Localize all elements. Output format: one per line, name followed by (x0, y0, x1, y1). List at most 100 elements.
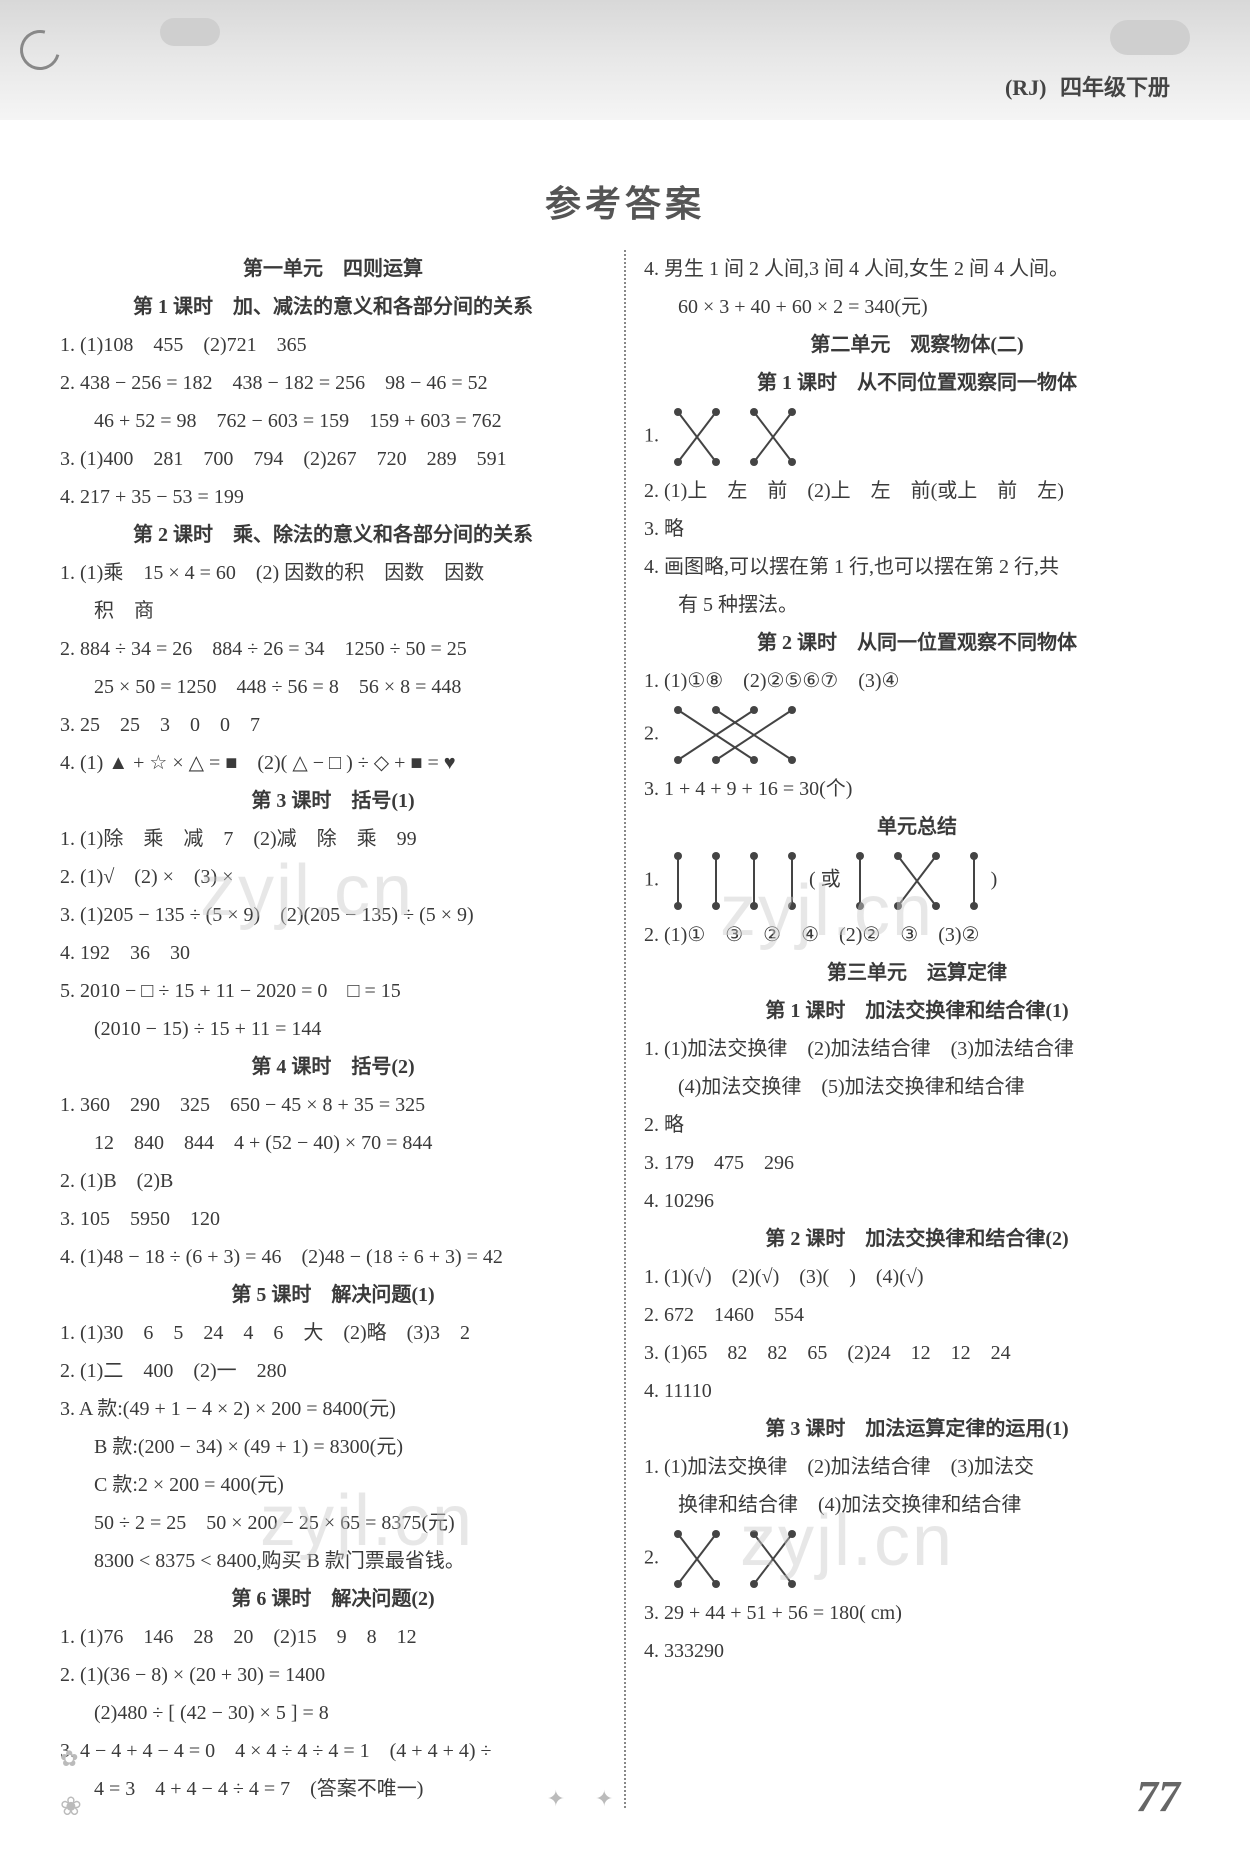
answer-line: 2. 672 1460 554 (644, 1296, 1190, 1334)
answer-line: 50 ÷ 2 = 25 50 × 200 − 25 × 65 = 8375(元) (60, 1504, 606, 1542)
answer-line: 3. (1)65 82 82 65 (2)24 12 12 24 (644, 1334, 1190, 1372)
matching-diagram (664, 402, 804, 472)
answer-line: 3. 略 (644, 510, 1190, 548)
page-header: (RJ) 四年级下册 (0, 0, 1250, 120)
answer-line: 2. (1)二 400 (2)一 280 (60, 1352, 606, 1390)
lesson-title: 第 2 课时 从同一位置观察不同物体 (644, 624, 1190, 662)
answer-line: 3. (1)400 281 700 794 (2)267 720 289 591 (60, 440, 606, 478)
answer-line: 3. A 款:(49 + 1 − 4 × 2) × 200 = 8400(元) (60, 1390, 606, 1428)
lesson-title: 第 1 课时 加、减法的意义和各部分间的关系 (60, 288, 606, 326)
item-label: 2. (644, 1547, 664, 1569)
moon-icon (13, 23, 68, 78)
page-number: 77 (1136, 1771, 1180, 1822)
answer-line: 4. 10296 (644, 1182, 1190, 1220)
lesson-title: 第 3 课时 加法运算定律的运用(1) (644, 1410, 1190, 1448)
answer-line: 4. 11110 (644, 1372, 1190, 1410)
item-label: 2. (644, 723, 664, 745)
cloud-icon (1110, 20, 1190, 55)
matching-diagram (664, 1524, 804, 1594)
lesson-title: 第 2 课时 乘、除法的意义和各部分间的关系 (60, 516, 606, 554)
answer-line: 1. ( 或 ) (644, 846, 1190, 916)
answer-line: 3. 179 475 296 (644, 1144, 1190, 1182)
answer-line: 3. (1)205 − 135 ÷ (5 × 9) (2)(205 − 135)… (60, 896, 606, 934)
answer-line: 1. (1)(√) (2)(√) (3)( ) (4)(√) (644, 1258, 1190, 1296)
section-title: 第二单元 观察物体(二) (644, 326, 1190, 364)
answer-line: 3. 4 − 4 + 4 − 4 = 0 4 × 4 ÷ 4 ÷ 4 = 1 (… (60, 1732, 606, 1770)
answer-line: 3. 105 5950 120 (60, 1200, 606, 1238)
footer-decoration-icon: ❀ (60, 1792, 82, 1822)
answer-line: 1. (1)①⑧ (2)②⑤⑥⑦ (3)④ (644, 662, 1190, 700)
answer-line: 4. 画图略,可以摆在第 1 行,也可以摆在第 2 行,共 (644, 548, 1190, 586)
matching-diagram (664, 700, 804, 770)
answer-line: 2. (1)① ③ ② ④ (2)② ③ (3)② (644, 916, 1190, 954)
answer-line: 5. 2010 − □ ÷ 15 + 11 − 2020 = 0 □ = 15 (60, 972, 606, 1010)
left-column: 第一单元 四则运算第 1 课时 加、减法的意义和各部分间的关系1. (1)108… (60, 250, 624, 1808)
footer-decoration-icon: ✿ (60, 1746, 78, 1772)
answer-line: 2. 略 (644, 1106, 1190, 1144)
header-title: 四年级下册 (1060, 75, 1170, 100)
lesson-title: 第 5 课时 解决问题(1) (60, 1276, 606, 1314)
section-title: 第一单元 四则运算 (60, 250, 606, 288)
answer-line: 60 × 3 + 40 + 60 × 2 = 340(元) (644, 288, 1190, 326)
answer-line: (2010 − 15) ÷ 15 + 11 = 144 (60, 1010, 606, 1048)
cloud-icon (160, 18, 220, 46)
lesson-title: 第 6 课时 解决问题(2) (60, 1580, 606, 1618)
right-column: 4. 男生 1 间 2 人间,3 间 4 人间,女生 2 间 4 人间。60 ×… (624, 250, 1190, 1808)
main-title: 参考答案 (0, 175, 1250, 227)
answer-line: 4. 男生 1 间 2 人间,3 间 4 人间,女生 2 间 4 人间。 (644, 250, 1190, 288)
text-segment: ) (986, 869, 998, 891)
answer-line: 积 商 (60, 592, 606, 630)
answer-line: 46 + 52 = 98 762 − 603 = 159 159 + 603 =… (60, 402, 606, 440)
answer-line: 换律和结合律 (4)加法交换律和结合律 (644, 1486, 1190, 1524)
section-title: 第三单元 运算定律 (644, 954, 1190, 992)
lesson-title: 第 4 课时 括号(2) (60, 1048, 606, 1086)
matching-diagram (846, 846, 986, 916)
answer-line: 4. (1)48 − 18 ÷ (6 + 3) = 46 (2)48 − (18… (60, 1238, 606, 1276)
lesson-title: 第 1 课时 从不同位置观察同一物体 (644, 364, 1190, 402)
footer-decoration-icon: ✦✦ (547, 1786, 644, 1812)
answer-line: 3. 1 + 4 + 9 + 16 = 30(个) (644, 770, 1190, 808)
lesson-title: 第 3 课时 括号(1) (60, 782, 606, 820)
header-prefix: (RJ) (1005, 75, 1047, 100)
lesson-title: 第 2 课时 加法交换律和结合律(2) (644, 1220, 1190, 1258)
answer-line: 1. 360 290 325 650 − 45 × 8 + 35 = 325 (60, 1086, 606, 1124)
answer-line: 1. (1)76 146 28 20 (2)15 9 8 12 (60, 1618, 606, 1656)
answer-line: 2. (644, 700, 1190, 770)
answer-line: 1. (1)乘 15 × 4 = 60 (2) 因数的积 因数 因数 (60, 554, 606, 592)
lesson-title: 第 1 课时 加法交换律和结合律(1) (644, 992, 1190, 1030)
answer-line: 2. (1)上 左 前 (2)上 左 前(或上 前 左) (644, 472, 1190, 510)
answer-line: 12 840 844 4 + (52 − 40) × 70 = 844 (60, 1124, 606, 1162)
answer-line: C 款:2 × 200 = 400(元) (60, 1466, 606, 1504)
answer-line: 1. (644, 402, 1190, 472)
answer-line: 2. (1)B (2)B (60, 1162, 606, 1200)
item-label: 1. (644, 869, 664, 891)
answer-line: 2. (1)(36 − 8) × (20 + 30) = 1400 (60, 1656, 606, 1694)
matching-diagram (664, 846, 804, 916)
content-area: 第一单元 四则运算第 1 课时 加、减法的意义和各部分间的关系1. (1)108… (60, 250, 1190, 1808)
item-label: 1. (644, 425, 664, 447)
answer-line: 4. (1) ▲ + ☆ × △ = ■ (2)( △ − □ ) ÷ ◇ + … (60, 744, 606, 782)
answer-line: 4. 333290 (644, 1632, 1190, 1670)
answer-line: 1. (1)108 455 (2)721 365 (60, 326, 606, 364)
answer-line: 2. (1)√ (2) × (3) × (60, 858, 606, 896)
answer-line: 8300 < 8375 < 8400,购买 B 款门票最省钱。 (60, 1542, 606, 1580)
answer-line: B 款:(200 − 34) × (49 + 1) = 8300(元) (60, 1428, 606, 1466)
answer-line: 4. 217 + 35 − 53 = 199 (60, 478, 606, 516)
answer-line: 1. (1)30 6 5 24 4 6 大 (2)略 (3)3 2 (60, 1314, 606, 1352)
answer-line: 4. 192 36 30 (60, 934, 606, 972)
answer-line: 3. 25 25 3 0 0 7 (60, 706, 606, 744)
answer-line: 有 5 种摆法。 (644, 586, 1190, 624)
answer-line: 2. (644, 1524, 1190, 1594)
answer-line: 1. (1)除 乘 减 7 (2)减 除 乘 99 (60, 820, 606, 858)
answer-line: 25 × 50 = 1250 448 ÷ 56 = 8 56 × 8 = 448 (60, 668, 606, 706)
answer-line: 3. 29 + 44 + 51 + 56 = 180( cm) (644, 1594, 1190, 1632)
lesson-title: 单元总结 (644, 808, 1190, 846)
answer-line: 1. (1)加法交换律 (2)加法结合律 (3)加法结合律 (644, 1030, 1190, 1068)
answer-line: 2. 884 ÷ 34 = 26 884 ÷ 26 = 34 1250 ÷ 50… (60, 630, 606, 668)
answer-line: 2. 438 − 256 = 182 438 − 182 = 256 98 − … (60, 364, 606, 402)
header-text: (RJ) 四年级下册 (1005, 70, 1170, 102)
text-segment: ( 或 (804, 869, 846, 891)
answer-line: 4 = 3 4 + 4 − 4 ÷ 4 = 7 (答案不唯一) (60, 1770, 606, 1808)
answer-line: 1. (1)加法交换律 (2)加法结合律 (3)加法交 (644, 1448, 1190, 1486)
answer-line: (2)480 ÷ [ (42 − 30) × 5 ] = 8 (60, 1694, 606, 1732)
